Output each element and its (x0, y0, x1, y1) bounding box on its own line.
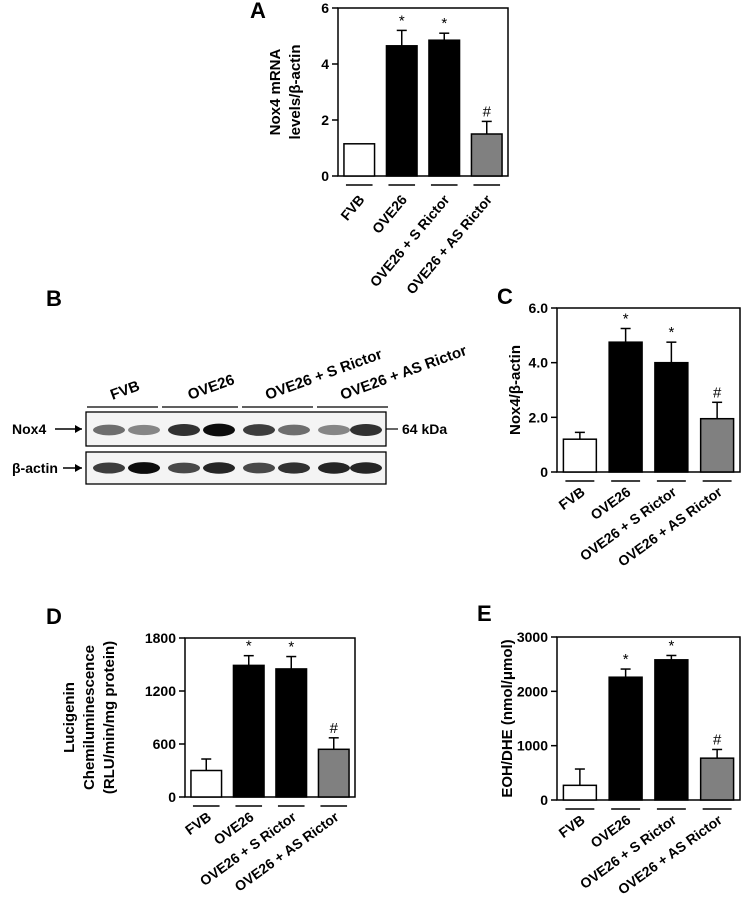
significance-mark-e: # (713, 731, 722, 748)
bar-d-1 (190, 769, 223, 798)
significance-mark-a: # (483, 103, 492, 120)
significance-mark-e: * (623, 651, 629, 668)
bar-d-4 (317, 748, 350, 798)
bar-e-4 (699, 757, 735, 801)
panel-letter-a: A (250, 0, 266, 23)
y-tick-label-c: 2.0 (529, 409, 549, 425)
nox4-band (350, 424, 382, 436)
y-axis-label-a: Nox4 mRNA (267, 48, 284, 135)
significance-mark-c: # (713, 384, 722, 401)
significance-mark-a: * (441, 15, 447, 32)
significance-mark-c: * (623, 311, 629, 328)
bar-e-2 (608, 676, 643, 801)
bar-d-2 (232, 664, 265, 798)
actin-band (318, 462, 350, 474)
bar-d-3 (275, 668, 308, 798)
bar-a-1 (343, 143, 376, 177)
panel-letter-e: E (477, 601, 492, 626)
y-tick-label-c: 0 (540, 464, 548, 480)
y-tick-label-a: 0 (321, 168, 329, 184)
y-axis-label-d: (RLU/min/mg protein) (101, 641, 118, 794)
y-tick-label-c: 6.0 (529, 300, 549, 316)
y-tick-label-e: 3000 (517, 629, 548, 645)
y-tick-label-a: 6 (321, 0, 329, 16)
blot-row-label: β-actin (12, 460, 58, 476)
y-axis-label-d: Lucigenin (61, 682, 78, 753)
bar-c-4 (699, 417, 735, 473)
blot-row-label: Nox4 (12, 421, 46, 437)
arrow-head-icon (75, 425, 82, 433)
arrow-head-icon (75, 464, 82, 472)
y-tick-label-a: 2 (321, 112, 329, 128)
nox4-band (203, 423, 235, 437)
y-tick-label-c: 4.0 (529, 355, 549, 371)
panel-letter-c: C (497, 284, 513, 309)
bar-c-3 (654, 361, 689, 473)
nox4-band (243, 424, 275, 436)
molecular-weight-marker: 64 kDa (402, 421, 447, 437)
plot-frame-a (337, 7, 509, 177)
bar-a-2 (385, 45, 418, 177)
lane-group-label: OVE26 (186, 371, 237, 404)
y-tick-label-d: 600 (153, 736, 177, 752)
lane-group-label: FVB (108, 377, 142, 403)
plot-frame-c (556, 307, 741, 473)
actin-band (278, 462, 310, 474)
y-tick-label-d: 0 (168, 789, 176, 805)
bar-e-3 (654, 659, 689, 801)
nox4-band (168, 424, 200, 436)
y-tick-label-a: 4 (321, 56, 329, 72)
lane-group-label: OVE26 + AS Rictor (338, 342, 469, 404)
nox4-band (318, 424, 350, 436)
panel-letter-d: D (46, 604, 62, 629)
actin-band (350, 462, 382, 474)
bar-c-2 (608, 341, 643, 473)
bar-c-1 (562, 438, 598, 473)
bar-a-4 (470, 133, 503, 177)
bar-e-1 (562, 784, 598, 801)
y-tick-label-e: 1000 (517, 738, 548, 754)
plot-frame-d (184, 637, 356, 798)
y-axis-label-e: EOH/DHE (nmol/μmol) (499, 639, 516, 797)
y-tick-label-e: 2000 (517, 683, 548, 699)
nox4-band (128, 424, 160, 436)
y-axis-label-d: Chemiluminescence (81, 645, 98, 790)
actin-band (203, 462, 235, 474)
significance-mark-e: * (668, 637, 674, 654)
significance-mark-d: * (288, 639, 294, 656)
significance-mark-d: * (246, 638, 252, 655)
plot-frame-e (556, 636, 741, 801)
significance-mark-a: * (399, 12, 405, 29)
nox4-band (278, 424, 310, 436)
panel-letter-b: B (46, 286, 62, 311)
blot-strip-nox4 (85, 411, 387, 447)
actin-band (243, 462, 275, 474)
significance-mark-c: * (668, 324, 674, 341)
actin-band (93, 462, 125, 474)
bar-a-3 (428, 39, 461, 177)
nox4-band (93, 424, 125, 436)
actin-band (128, 462, 160, 474)
y-tick-label-d: 1800 (145, 630, 176, 646)
y-axis-label-a: levels/β-actin (287, 44, 304, 139)
y-tick-label-d: 1200 (145, 683, 176, 699)
y-tick-label-e: 0 (540, 792, 548, 808)
significance-mark-d: # (330, 720, 339, 737)
actin-band (168, 462, 200, 474)
y-axis-label-c: Nox4/β-actin (507, 345, 524, 435)
